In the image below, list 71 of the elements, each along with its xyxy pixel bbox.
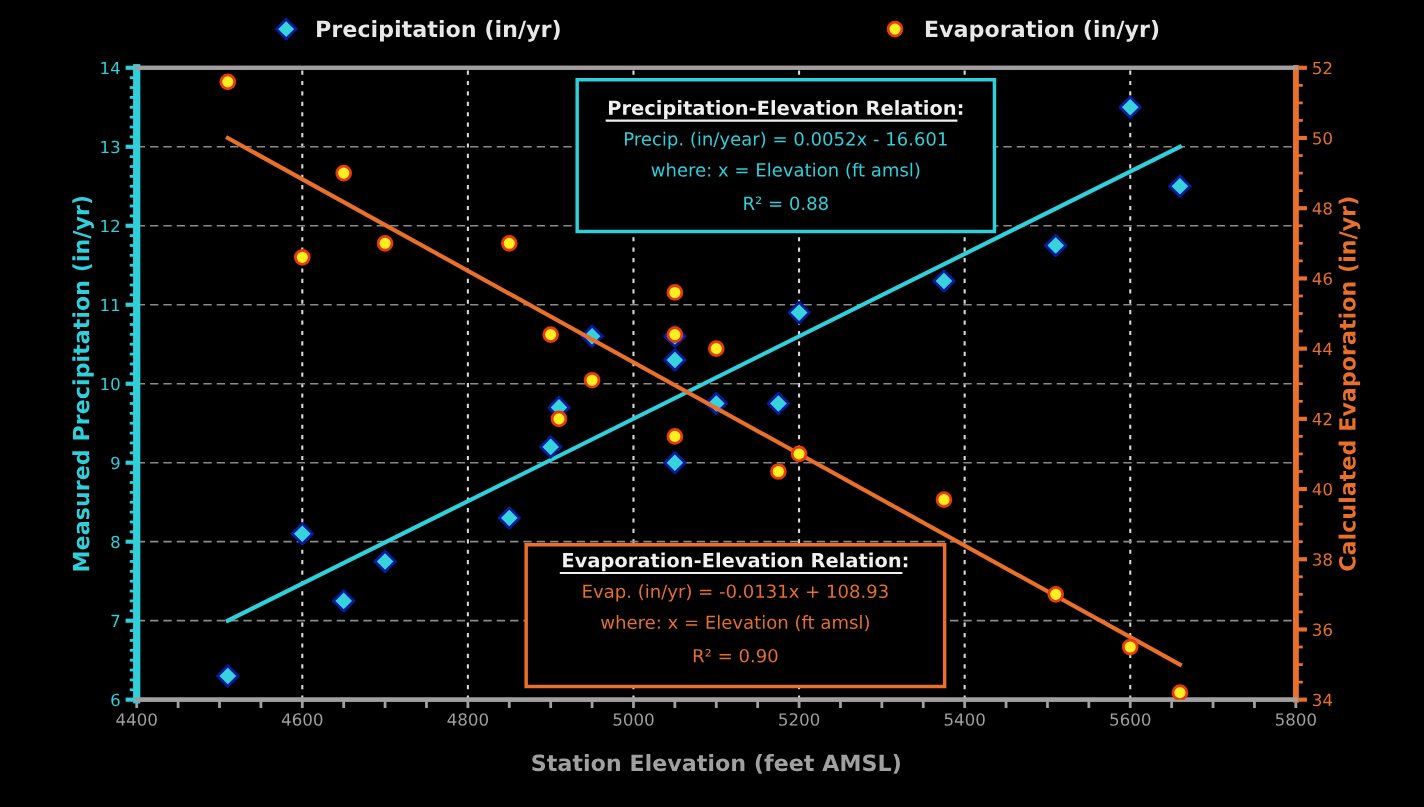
y-tick-label: 13	[101, 140, 120, 154]
annotation: R² = 0.90	[693, 648, 778, 663]
x-tick-label: 5000	[613, 713, 654, 726]
x-tick-label: 4400	[116, 713, 157, 726]
point	[550, 410, 568, 428]
annotation: Precip. (in/year) = 0.0052x - 16.601	[625, 131, 947, 150]
y-tick-label: 14	[101, 61, 120, 75]
point	[935, 491, 953, 508]
annotation: Evap. (in/yr) = -0.0131x + 108.93	[583, 584, 888, 602]
point	[332, 589, 356, 613]
y2-tick-label: 52	[1313, 61, 1332, 75]
y2-tick-label: 46	[1312, 272, 1332, 285]
point	[219, 73, 237, 91]
point	[932, 269, 956, 293]
point	[542, 326, 560, 343]
y2-tick-label: 40	[1312, 483, 1332, 496]
y-tick-label: 9	[111, 456, 120, 470]
y-tick-label: 8	[111, 535, 120, 549]
y-tick-label: 6	[111, 693, 120, 707]
point	[583, 371, 601, 389]
point	[770, 463, 787, 480]
point	[1044, 233, 1068, 258]
y2-tick-label: 42	[1312, 412, 1332, 426]
point	[1171, 684, 1189, 700]
point	[500, 234, 518, 252]
y2-tick-label: 44	[1312, 342, 1333, 355]
point	[787, 300, 811, 325]
y2-axis-title: Calculated Evaporation (in/yr)	[1338, 197, 1361, 571]
point	[766, 391, 791, 416]
y-tick-label: 12	[101, 219, 120, 233]
point	[1118, 95, 1142, 119]
y2-tick-label: 48	[1312, 202, 1332, 215]
point	[293, 249, 311, 266]
point	[538, 435, 563, 459]
point	[1047, 586, 1065, 603]
legend-label: Precipitation (in/yr)	[317, 20, 560, 42]
point	[216, 664, 240, 688]
y-tick-label: 10	[101, 377, 120, 391]
x-tick-label: 4600	[281, 713, 323, 726]
x-tick-label: 4800	[447, 713, 488, 726]
y-tick-label: 7	[111, 614, 120, 628]
annotation: Evaporation-Elevation Relation:	[563, 552, 908, 572]
y-axis-title: Measured Precipitation (in/yr)	[72, 196, 94, 571]
x-axis-title: Station Elevation (feet AMSL)	[532, 753, 900, 774]
legend-label: Evaporation (in/yr)	[925, 20, 1159, 42]
point	[707, 340, 725, 357]
x-tick-label: 5400	[944, 713, 985, 726]
annotation: where: x = Elevation (ft amsl)	[601, 615, 869, 632]
point	[663, 348, 687, 372]
point	[376, 234, 394, 252]
x-tick-label: 5800	[1275, 713, 1316, 726]
point	[1168, 174, 1192, 198]
y2-tick-label: 50	[1313, 131, 1332, 145]
point	[1121, 638, 1139, 656]
point	[290, 522, 314, 546]
point	[663, 451, 687, 475]
x-tick-label: 5600	[1110, 713, 1151, 726]
point	[666, 428, 684, 445]
y2-tick-label: 34	[1313, 693, 1333, 707]
x-tick-label: 5200	[779, 713, 820, 726]
y2-tick-label: 36	[1313, 623, 1332, 637]
annotation: R² = 0.88	[744, 196, 828, 211]
point	[790, 445, 808, 463]
point	[373, 549, 397, 574]
annotation: where: x = Elevation (ft amsl)	[651, 162, 920, 179]
annotation: Precipitation-Elevation Relation:	[609, 100, 963, 119]
y2-tick-label: 38	[1313, 553, 1332, 566]
point	[666, 284, 684, 301]
y-tick-label: 11	[101, 298, 120, 312]
point	[497, 506, 521, 530]
point	[335, 164, 353, 182]
